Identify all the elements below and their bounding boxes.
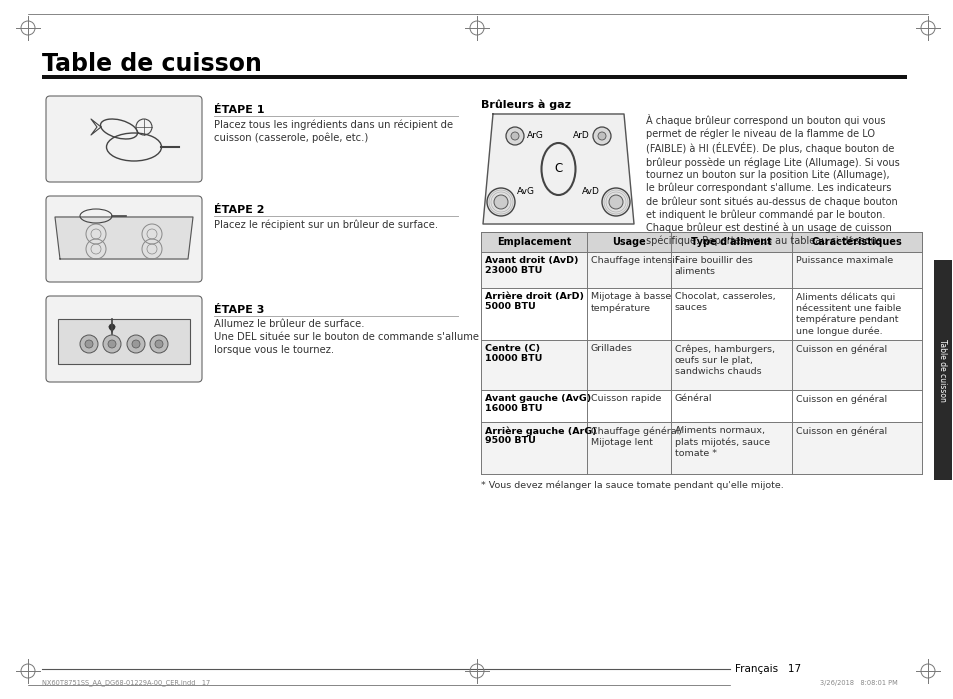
Text: Chauffage intensif: Chauffage intensif	[590, 256, 678, 265]
Circle shape	[511, 132, 518, 140]
Polygon shape	[55, 217, 193, 259]
Bar	[42, 75, 906, 79]
Bar	[933, 260, 951, 480]
Text: Arrière droit (ArD): Arrière droit (ArD)	[484, 292, 583, 301]
Polygon shape	[482, 114, 634, 224]
Text: Table de cuisson: Table de cuisson	[42, 52, 262, 76]
Text: 3/26/2018   8:08:01 PM: 3/26/2018 8:08:01 PM	[820, 680, 897, 686]
Circle shape	[494, 195, 507, 209]
Text: 16000 BTU: 16000 BTU	[484, 404, 542, 413]
Text: Caractéristiques: Caractéristiques	[811, 237, 902, 247]
Text: Allumez le brûleur de surface.
Une DEL située sur le bouton de commande s'allume: Allumez le brûleur de surface. Une DEL s…	[213, 319, 478, 354]
Text: ÉTAPE 1: ÉTAPE 1	[213, 105, 264, 115]
Bar	[480, 232, 921, 252]
Bar	[480, 390, 921, 422]
Bar	[480, 252, 921, 288]
Text: Chauffage général/
Mijotage lent: Chauffage général/ Mijotage lent	[590, 426, 681, 447]
Text: 23000 BTU: 23000 BTU	[484, 266, 542, 275]
Bar	[58, 319, 190, 364]
Circle shape	[486, 188, 515, 216]
Circle shape	[608, 195, 622, 209]
Circle shape	[80, 335, 98, 353]
Text: Type d'aliment: Type d'aliment	[690, 237, 771, 247]
Text: Avant droit (AvD): Avant droit (AvD)	[484, 256, 578, 265]
Text: Crêpes, hamburgers,
œufs sur le plat,
sandwichs chauds: Crêpes, hamburgers, œufs sur le plat, sa…	[674, 344, 774, 375]
Bar	[480, 422, 921, 474]
Text: 5000 BTU: 5000 BTU	[484, 302, 536, 311]
Text: ArG: ArG	[526, 131, 543, 140]
Text: Placez le récipient sur un brûleur de surface.: Placez le récipient sur un brûleur de su…	[213, 219, 437, 229]
Text: Arrière gauche (ArG): Arrière gauche (ArG)	[484, 426, 597, 435]
Text: 10000 BTU: 10000 BTU	[484, 354, 542, 363]
Text: Cuisson en général: Cuisson en général	[795, 394, 886, 403]
Text: Centre (C): Centre (C)	[484, 344, 539, 353]
Text: Brûleurs à gaz: Brûleurs à gaz	[480, 100, 571, 110]
Circle shape	[154, 340, 163, 348]
Text: Chocolat, casseroles,
sauces: Chocolat, casseroles, sauces	[674, 292, 775, 312]
Text: ÉTAPE 3: ÉTAPE 3	[213, 305, 264, 315]
Text: NX60T8751SS_AA_DG68-01229A-00_CER.indd   17: NX60T8751SS_AA_DG68-01229A-00_CER.indd 1…	[42, 679, 210, 686]
Circle shape	[108, 340, 116, 348]
Text: Mijotage à basse
température: Mijotage à basse température	[590, 292, 670, 312]
Text: Cuisson en général: Cuisson en général	[795, 344, 886, 354]
Text: Puissance maximale: Puissance maximale	[795, 256, 892, 265]
Circle shape	[103, 335, 121, 353]
Circle shape	[132, 340, 140, 348]
Circle shape	[505, 127, 523, 145]
Circle shape	[601, 188, 629, 216]
Text: Français   17: Français 17	[734, 664, 801, 674]
Circle shape	[150, 335, 168, 353]
Text: Aliments normaux,
plats mijotés, sauce
tomate *: Aliments normaux, plats mijotés, sauce t…	[674, 426, 769, 458]
Text: * Vous devez mélanger la sauce tomate pendant qu'elle mijote.: * Vous devez mélanger la sauce tomate pe…	[480, 481, 783, 491]
Text: Cuisson rapide: Cuisson rapide	[590, 394, 660, 403]
Bar	[480, 340, 921, 390]
Text: Faire bouillir des
aliments: Faire bouillir des aliments	[674, 256, 752, 276]
Text: AvG: AvG	[517, 187, 535, 196]
Text: Grillades: Grillades	[590, 344, 632, 353]
Text: Emplacement: Emplacement	[497, 237, 571, 247]
Bar	[480, 288, 921, 340]
Text: Placez tous les ingrédients dans un récipient de
cuisson (casserole, poêle, etc.: Placez tous les ingrédients dans un réci…	[213, 119, 453, 143]
FancyBboxPatch shape	[46, 96, 202, 182]
Text: AvD: AvD	[581, 187, 599, 196]
Circle shape	[109, 324, 115, 330]
Text: ArD: ArD	[573, 131, 589, 140]
Text: Aliments délicats qui
nécessitent une faible
température pendant
une longue duré: Aliments délicats qui nécessitent une fa…	[795, 292, 901, 336]
Circle shape	[598, 132, 605, 140]
Circle shape	[127, 335, 145, 353]
FancyBboxPatch shape	[46, 296, 202, 382]
Text: À chaque brûleur correspond un bouton qui vous
permet de régler le niveau de la : À chaque brûleur correspond un bouton qu…	[645, 114, 899, 246]
Text: Avant gauche (AvG): Avant gauche (AvG)	[484, 394, 591, 403]
Text: Usage: Usage	[611, 237, 645, 247]
Text: Table de cuisson: Table de cuisson	[938, 338, 946, 401]
Text: Général: Général	[674, 394, 711, 403]
Text: ÉTAPE 2: ÉTAPE 2	[213, 205, 264, 215]
Circle shape	[593, 127, 610, 145]
Text: C: C	[554, 162, 562, 175]
Circle shape	[85, 340, 92, 348]
FancyBboxPatch shape	[46, 196, 202, 282]
Text: 9500 BTU: 9500 BTU	[484, 436, 536, 445]
Text: Cuisson en général: Cuisson en général	[795, 426, 886, 435]
